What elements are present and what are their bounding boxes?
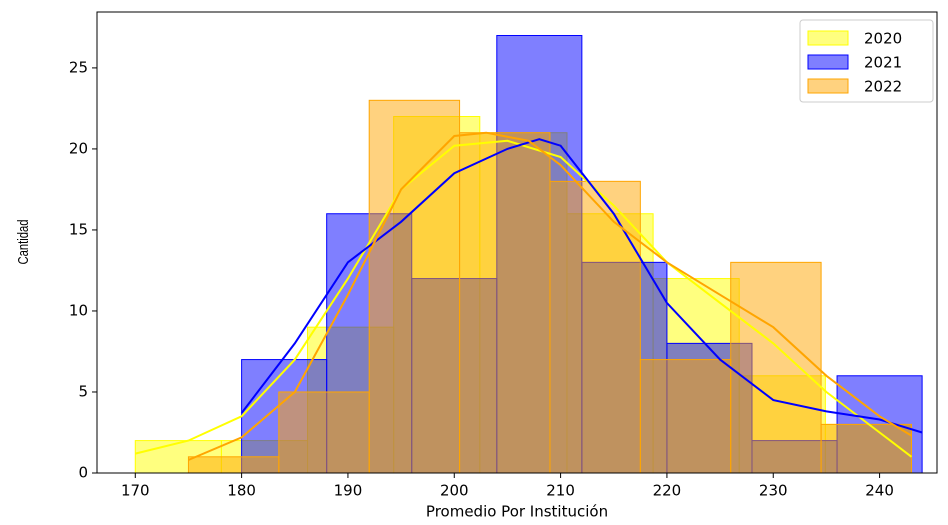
plot-frame <box>96 11 938 474</box>
y-tick-label: 25 <box>69 58 88 76</box>
kde-line <box>188 131 913 461</box>
x-tick-label: 230 <box>759 482 788 500</box>
y-axis-label: Cantidad <box>14 219 31 264</box>
histogram-bar <box>730 261 822 474</box>
legend-label: 2022 <box>864 78 902 96</box>
y-tick-label: 0 <box>78 464 88 482</box>
histogram-bar <box>820 423 912 474</box>
x-tick-label: 170 <box>121 482 150 500</box>
x-axis-label: Promedio Por Institución <box>426 503 608 521</box>
legend-swatch <box>807 54 849 70</box>
x-tick-label: 220 <box>653 482 682 500</box>
kde-line <box>240 138 923 434</box>
histogram-bar <box>549 180 641 474</box>
histogram-bar <box>639 359 732 474</box>
legend-swatch <box>807 30 849 46</box>
histogram-bar <box>368 99 461 474</box>
legend-label: 2020 <box>864 30 902 48</box>
histogram-bar <box>459 132 551 474</box>
histogram-bar <box>187 456 280 474</box>
y-tick-label: 20 <box>69 139 88 157</box>
x-tick-label: 240 <box>865 482 894 500</box>
histogram-bar <box>278 391 370 474</box>
x-tick-label: 180 <box>227 482 256 500</box>
legend: 2020 2021 2022 <box>799 19 934 103</box>
legend-label: 2021 <box>864 54 902 72</box>
x-tick-label: 190 <box>334 482 363 500</box>
x-tick-label: 210 <box>546 482 575 500</box>
y-tick-label: 10 <box>69 301 88 319</box>
kde-line <box>135 139 913 458</box>
y-tick-label: 15 <box>69 220 88 238</box>
x-tick-label: 200 <box>440 482 469 500</box>
y-tick-label: 5 <box>78 382 88 400</box>
legend-swatch <box>807 78 849 94</box>
